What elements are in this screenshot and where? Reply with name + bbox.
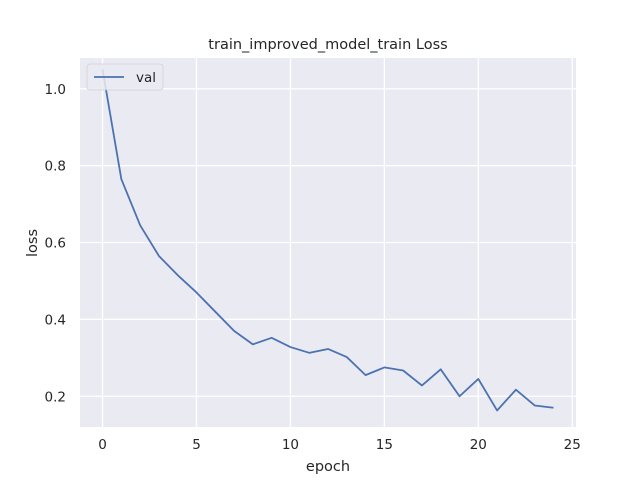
y-tick-labels: 0.2 0.4 0.6 0.8 1.0 <box>45 82 66 406</box>
x-tick-labels: 0 5 10 15 20 25 <box>98 437 581 453</box>
y-axis-label: loss <box>25 229 41 257</box>
x-tick-label: 25 <box>564 437 581 453</box>
legend-label-val: val <box>136 70 156 86</box>
y-tick-label: 1.0 <box>45 82 66 98</box>
x-tick-label: 10 <box>282 437 299 453</box>
series-line-val <box>101 69 554 412</box>
x-tick-label: 0 <box>98 437 107 453</box>
y-tick-label: 0.4 <box>45 312 66 328</box>
x-tick-label: 20 <box>470 437 487 453</box>
legend-box <box>86 63 164 91</box>
y-tick-label: 0.6 <box>45 236 66 252</box>
grid-lines <box>80 58 576 427</box>
y-tick-label: 0.2 <box>45 389 66 405</box>
x-tick-label: 15 <box>376 437 393 453</box>
x-tick-label: 5 <box>192 437 201 453</box>
series-layer <box>101 69 554 412</box>
x-axis-label: epoch <box>306 459 350 475</box>
chart-title: train_improved_model_train Loss <box>208 37 447 53</box>
y-tick-label: 0.8 <box>45 159 66 175</box>
legend: val <box>86 63 164 91</box>
